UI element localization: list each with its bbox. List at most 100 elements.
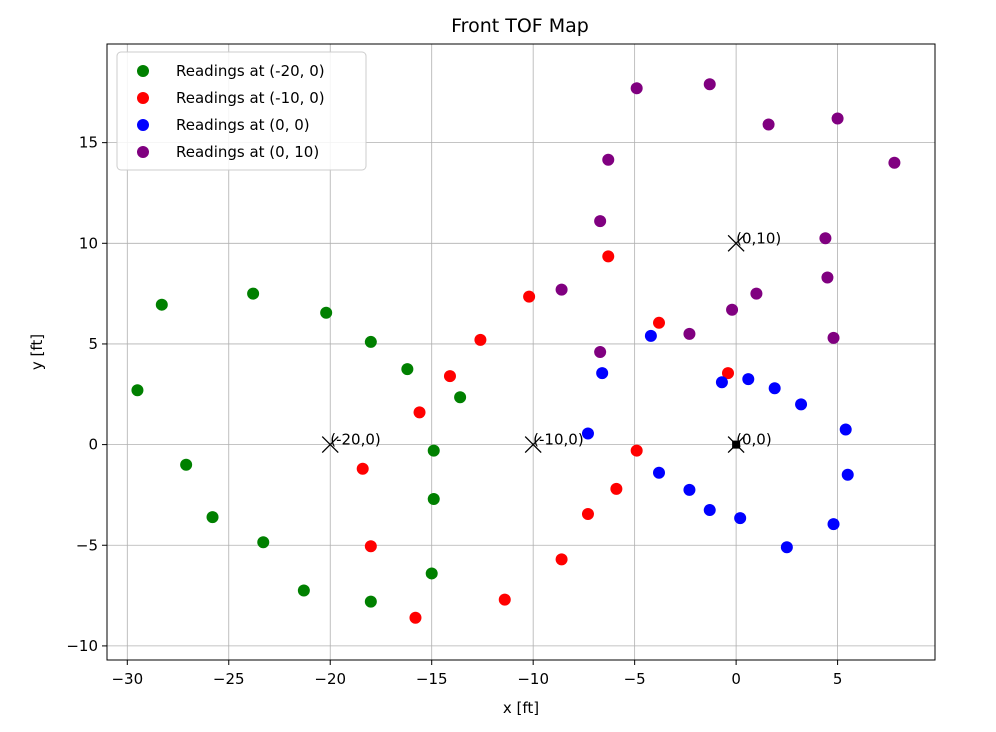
data-point [594,346,607,358]
data-point [131,384,144,397]
y-tick-label: −5 [76,536,98,554]
marker-annotation: (-10,0) [533,431,584,449]
x-tick-label: −30 [111,670,143,688]
y-tick-label: −10 [66,637,98,655]
legend-entry: Readings at (0, 0) [176,116,310,134]
legend-box [116,51,367,171]
data-point [409,611,422,624]
data-point [750,287,763,300]
y-tick-label: 0 [88,436,98,454]
data-point [427,492,440,505]
marker-annotation: (0,10) [736,229,781,247]
x-tick-label: −5 [624,670,646,688]
data-points [131,78,901,624]
data-point [443,370,456,383]
data-point [630,82,643,95]
x-tick-label: −15 [416,670,448,688]
data-point [653,466,665,479]
data-point [596,367,609,380]
data-point [653,316,665,329]
data-point [819,232,832,245]
legend-marker [137,92,149,104]
marker-annotation: (-20,0) [330,431,381,449]
data-point [734,512,747,525]
legend-entry: Readings at (0, 10) [176,143,319,161]
data-point [827,331,840,344]
data-point [594,215,607,228]
data-point [247,287,260,300]
data-point [795,398,808,411]
reference-markers: (-20,0) (-10,0) (0,10) (0,0) [321,229,781,454]
data-point [768,382,781,395]
data-point [839,423,852,436]
data-point [180,458,193,471]
data-point [581,508,594,521]
data-point [155,298,168,311]
data-point [364,595,377,608]
y-tick-label: 15 [79,134,98,152]
data-point [498,593,511,606]
x-tick-label: −25 [213,670,245,688]
data-point [401,363,414,376]
legend-marker [137,146,149,158]
legend-marker [137,65,149,77]
x-tick-label: −10 [517,670,549,688]
data-point [602,250,615,263]
data-point [827,518,840,531]
x-axis-label: x [ft] [503,699,539,717]
data-point [413,406,426,419]
x-tick-label: −20 [314,670,346,688]
data-point [454,391,467,404]
x-tick-label: 0 [731,670,741,688]
legend: Readings at (-20, 0) Readings at (-10, 0)… [116,51,367,171]
legend-entry: Readings at (-10, 0) [176,89,325,107]
data-point [841,468,854,481]
data-point [762,118,775,131]
data-point [644,329,657,342]
plot-frame [106,43,936,661]
data-point [742,373,755,386]
x-marker [727,436,745,454]
data-point [474,333,487,346]
data-point [581,427,594,440]
data-point [630,444,643,457]
data-point [555,283,568,296]
data-point [523,290,536,303]
data-point [257,536,270,549]
data-point [297,584,310,597]
y-axis-label: y [ft] [28,334,46,370]
data-point [831,112,844,125]
data-point [364,335,377,348]
data-point [356,462,369,475]
data-point [320,306,333,319]
data-point [425,567,438,580]
data-point [610,482,623,495]
data-point [364,540,377,553]
data-point [722,367,734,380]
data-point [703,78,716,91]
data-point [703,504,716,517]
y-tick-label: 10 [79,234,98,252]
data-point [602,153,615,166]
data-point [683,327,696,340]
legend-entry: Readings at (-20, 0) [176,62,325,80]
x-marker [727,234,745,252]
data-point [726,303,739,316]
marker-annotation: (0,0) [736,431,772,449]
x-marker [321,436,339,454]
data-point [780,541,793,554]
data-point [888,156,901,169]
chart-title: Front TOF Map [451,15,589,37]
data-point [555,553,568,566]
data-point [821,271,834,284]
axis-ticks: −30 −25 −20 −15 −10 −5 0 5 −10 −5 0 5 10 15 [66,134,842,688]
x-tick-label: 5 [833,670,843,688]
legend-marker [137,119,149,131]
data-point [683,483,696,496]
x-marker [524,436,542,454]
data-point [715,376,728,389]
data-point [206,511,219,524]
data-point [427,444,440,457]
y-tick-label: 5 [88,335,98,353]
